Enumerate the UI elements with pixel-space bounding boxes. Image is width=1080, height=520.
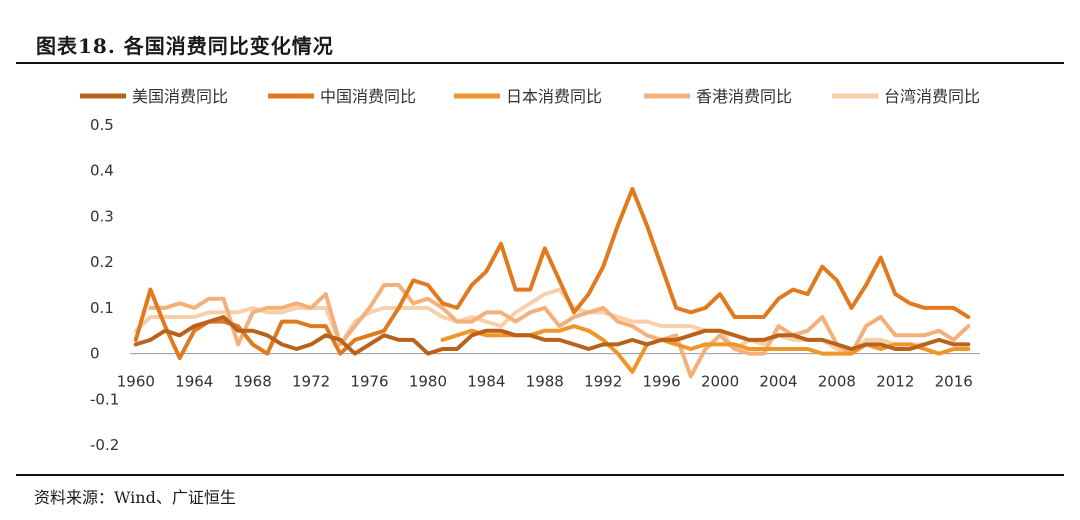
x-tick-label: 1984 [467, 373, 505, 391]
y-tick-label: 0.2 [90, 253, 114, 271]
top-divider [16, 62, 1064, 64]
series-line [133, 287, 971, 356]
legend-label: 香港消费同比 [696, 87, 792, 106]
y-tick-label: 0 [90, 345, 100, 363]
y-tick-label: -0.1 [90, 390, 119, 408]
y-axis: 0.5 0.4 0.3 0.2 0.1 0 -0.1 -0.2 [90, 116, 119, 454]
legend-label: 日本消费同比 [506, 87, 602, 106]
bottom-divider [16, 474, 1064, 476]
x-tick-label: 1988 [526, 373, 564, 391]
chart-legend: 美国消费同比 中国消费同比 日本消费同比 香港消费同比 台湾消费同比 [80, 87, 980, 106]
series-line [133, 315, 971, 356]
x-axis: 1960 1964 1968 1972 1976 1980 1984 1988 1992 1996… [117, 353, 980, 391]
x-tick-label: 1972 [292, 373, 330, 391]
y-tick-label: 0.3 [90, 207, 114, 225]
legend-label: 美国消费同比 [132, 87, 228, 106]
x-tick-label: 1976 [350, 373, 388, 391]
x-tick-label: 2016 [935, 373, 973, 391]
legend-item: 台湾消费同比 [832, 87, 980, 106]
y-tick-label: 0.4 [90, 162, 114, 180]
x-tick-label: 1992 [584, 373, 622, 391]
y-tick-label: -0.2 [90, 436, 119, 454]
legend-label: 台湾消费同比 [884, 87, 980, 106]
x-tick-label: 1980 [409, 373, 447, 391]
series-line [148, 283, 971, 379]
x-tick-label: 2004 [759, 373, 797, 391]
series-lines [133, 187, 971, 379]
x-tick-label: 1960 [117, 373, 155, 391]
title-row: 图表18. 各国消费同比变化情况 [16, 26, 1060, 62]
x-tick-label: 1996 [643, 373, 681, 391]
page-title: 图表18. 各国消费同比变化情况 [36, 34, 334, 58]
source-note: 资料来源：Wind、广证恒生 [34, 488, 236, 507]
y-tick-label: 0.5 [90, 116, 114, 134]
y-tick-label: 0.1 [90, 299, 114, 317]
x-tick-label: 1964 [175, 373, 213, 391]
x-tick-label: 2012 [876, 373, 914, 391]
x-tick-label: 2008 [818, 373, 856, 391]
legend-item: 美国消费同比 [80, 87, 228, 106]
legend-item: 香港消费同比 [644, 87, 792, 106]
legend-item: 日本消费同比 [454, 87, 602, 106]
legend-label: 中国消费同比 [320, 87, 416, 106]
x-tick-label: 1968 [234, 373, 272, 391]
legend-item: 中国消费同比 [268, 87, 416, 106]
x-tick-label: 2000 [701, 373, 739, 391]
